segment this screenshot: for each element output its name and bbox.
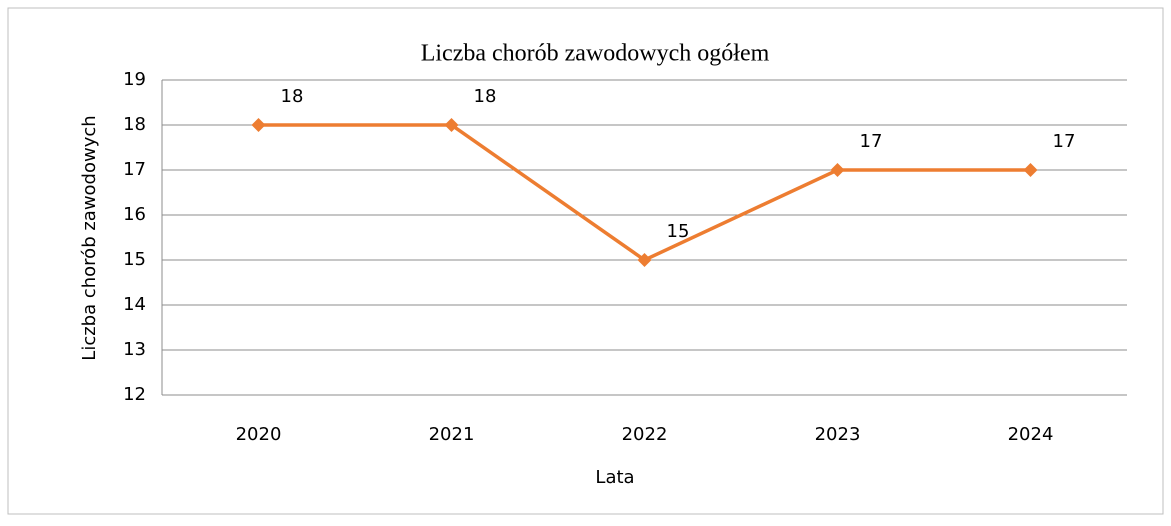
marker [830,163,845,177]
x-tick-label: 2022 [622,424,668,445]
data-label: 15 [667,221,690,242]
data-label: 17 [1053,131,1076,152]
marker [444,118,459,132]
chart-title: Liczba chorób zawodowych ogółem [421,41,770,67]
data-label: 18 [474,86,497,107]
y-tick-label: 15 [123,249,146,270]
marker [1023,163,1038,177]
data-label: 18 [281,86,304,107]
y-tick-label: 12 [123,384,146,405]
marker [637,253,652,267]
y-tick-label: 18 [123,114,146,135]
y-tick-label: 16 [123,204,146,225]
x-tick-label: 2020 [236,424,282,445]
x-tick-label: 2023 [815,424,861,445]
x-tick-label: 2021 [429,424,475,445]
x-tick-label: 2024 [1008,424,1054,445]
data-label: 17 [860,131,883,152]
marker [251,118,266,132]
y-tick-label: 14 [123,294,146,315]
y-tick-label: 19 [123,69,146,90]
x-axis-label: Lata [595,467,634,488]
y-tick-label: 13 [123,339,146,360]
chart-frame [7,7,1164,515]
y-axis-label: Liczba chorób zawodowych [79,115,100,360]
y-tick-label: 17 [123,159,146,180]
